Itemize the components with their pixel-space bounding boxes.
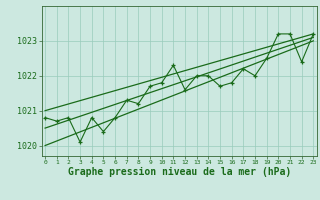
X-axis label: Graphe pression niveau de la mer (hPa): Graphe pression niveau de la mer (hPa)	[68, 167, 291, 177]
